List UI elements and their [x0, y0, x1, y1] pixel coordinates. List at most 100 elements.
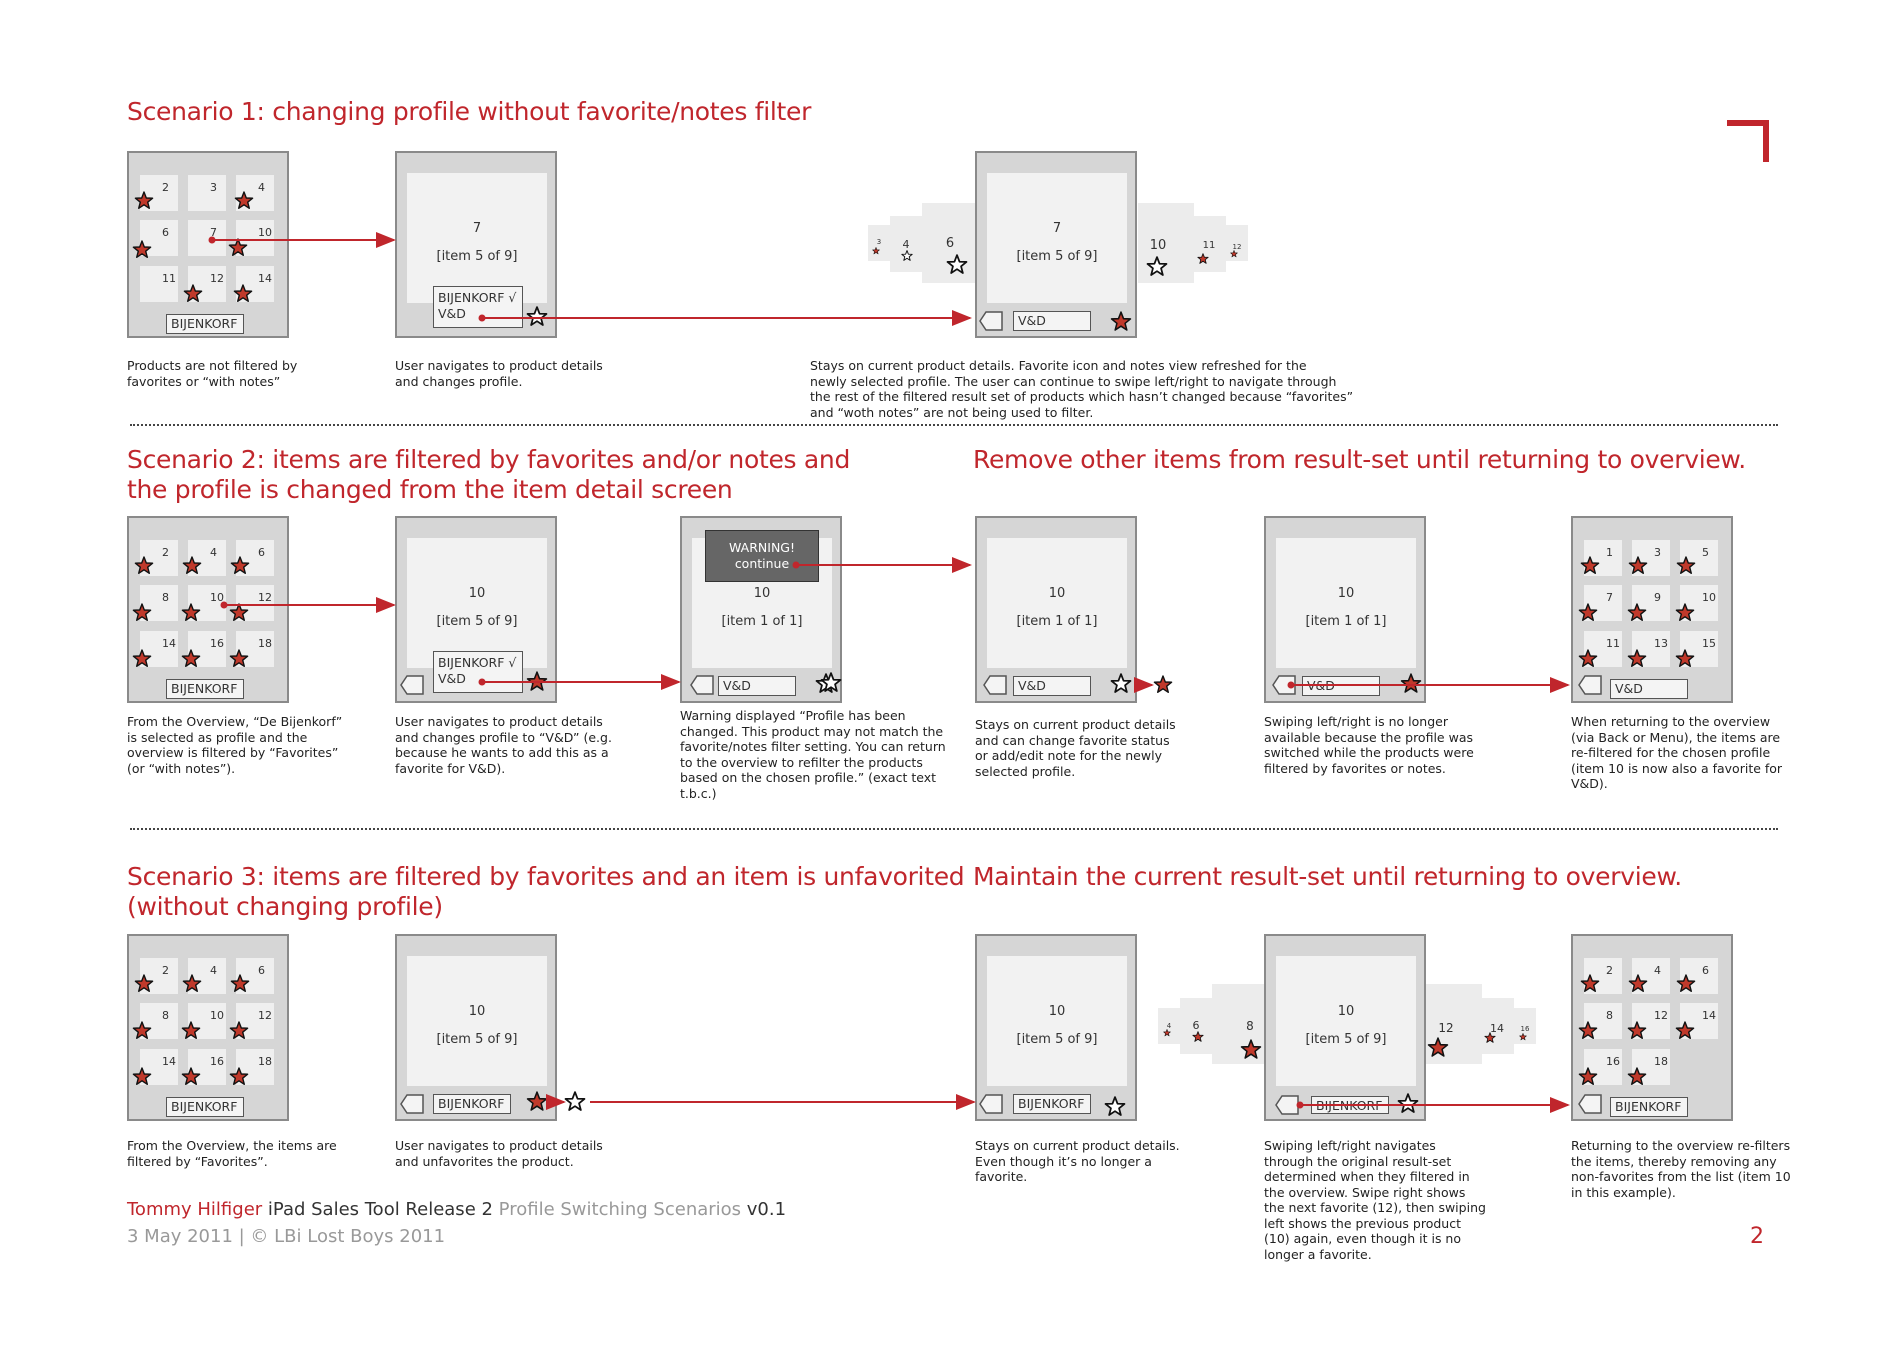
favorite-star-icon	[901, 250, 913, 261]
detail-screen: 10 [item 5 of 9] BIJENKORF	[975, 934, 1137, 1121]
favorite-star-icon[interactable]	[1153, 675, 1173, 693]
caption: Swiping left/right navigates through the…	[1264, 1138, 1486, 1262]
caption: Stays on current product details. Favori…	[810, 358, 1354, 420]
document-name: Profile Switching Scenarios	[498, 1199, 742, 1220]
favorite-star-icon	[1192, 1031, 1204, 1042]
overview-screen: 2 4 6 8 10 12 14 16 18 BIJENKORF	[127, 516, 289, 703]
caption: From the Overview, the items are filtere…	[127, 1138, 337, 1169]
overview-screen: 2 4 6 8 10 12 14 16 18 BIJENKORF	[127, 934, 289, 1121]
favorite-star-icon[interactable]	[526, 1091, 548, 1111]
caption: Products are not filtered by favorites o…	[127, 358, 298, 389]
caption: Stays on current product details and can…	[975, 717, 1176, 779]
scenario-3-subtitle: Maintain the current result-set until re…	[973, 862, 1682, 891]
favorite-star-icon	[1484, 1032, 1496, 1043]
detail-screen: 10 [item 1 of 1] WARNING! continue V&D	[680, 516, 842, 703]
back-icon[interactable]	[979, 1094, 1003, 1114]
profile-label[interactable]: BIJENKORF	[1610, 1097, 1688, 1117]
continue-button[interactable]: continue	[734, 556, 790, 571]
favorite-star-icon[interactable]	[132, 191, 254, 302]
favorite-star-icon[interactable]	[1578, 974, 1696, 1086]
back-icon[interactable]	[400, 1094, 424, 1114]
caption: User navigates to product details and un…	[395, 1138, 603, 1169]
favorite-star-icon	[1230, 250, 1238, 258]
favorite-star-icon[interactable]	[526, 306, 548, 326]
caption: When returning to the overview (via Back…	[1571, 714, 1783, 791]
detail-screen: 7 [item 5 of 9] BIJENKORF √ V&D	[395, 151, 557, 338]
profile-label[interactable]: V&D	[718, 676, 796, 696]
favorite-star-icon[interactable]	[1104, 1096, 1126, 1116]
scenario-3-title-line1: Scenario 3: items are filtered by favori…	[127, 862, 965, 891]
favorite-star-icon	[1519, 1033, 1527, 1041]
divider	[130, 424, 1778, 426]
profile-label[interactable]: BIJENKORF	[433, 1094, 511, 1114]
back-icon[interactable]	[400, 675, 424, 695]
back-icon[interactable]	[1274, 1095, 1300, 1115]
caption: Stays on current product details. Even t…	[975, 1138, 1180, 1184]
scenario-3-title-line2: (without changing profile)	[127, 892, 443, 921]
flow-arrow	[208, 232, 1570, 1113]
scenario-2-subtitle: Remove other items from result-set until…	[973, 445, 1746, 474]
brand-name: Tommy Hilfiger	[127, 1199, 263, 1220]
warning-title: WARNING!	[729, 540, 795, 555]
warning-dialog[interactable]: WARNING! continue	[705, 530, 819, 582]
back-icon[interactable]	[1578, 675, 1602, 695]
corner-mark	[1727, 120, 1769, 162]
detail-screen: 10 [item 5 of 9] BIJENKORF	[1264, 934, 1426, 1121]
favorite-star-icon	[1197, 253, 1209, 264]
favorite-star-icon	[1240, 1039, 1262, 1059]
favorite-star-icon[interactable]	[1110, 673, 1132, 693]
profile-label[interactable]: V&D	[1013, 676, 1091, 696]
page-number: 2	[1750, 1224, 1764, 1249]
footer-title: Tommy Hilfiger iPad Sales Tool Release 2…	[127, 1199, 786, 1220]
profile-switcher[interactable]: BIJENKORF √ V&D	[433, 286, 523, 328]
caption: Swiping left/right is no longer availabl…	[1264, 714, 1474, 776]
profile-label[interactable]: V&D	[1610, 679, 1688, 699]
caption: User navigates to product details and ch…	[395, 358, 603, 389]
product-name: iPad Sales Tool Release 2	[262, 1199, 499, 1220]
scenario-2-title-line2: the profile is changed from the item det…	[127, 475, 733, 504]
favorite-star-icon	[1146, 256, 1168, 276]
profile-option[interactable]: V&D	[438, 671, 466, 686]
back-icon[interactable]	[690, 675, 714, 695]
footer-date: 3 May 2011 | © LBi Lost Boys 2011	[127, 1226, 446, 1247]
caption: User navigates to product details and ch…	[395, 714, 612, 776]
favorite-star-icon[interactable]	[1110, 311, 1132, 331]
overview-screen: 2 4 6 8 12 14 16 18 BIJENKORF	[1571, 934, 1733, 1121]
detail-screen: 10 [item 1 of 1] V&D	[975, 516, 1137, 703]
caption: Returning to the overview re-filters the…	[1571, 1138, 1791, 1200]
caption: Warning displayed “Profile has been chan…	[680, 708, 946, 801]
back-icon[interactable]	[979, 311, 1003, 331]
favorite-star-icon[interactable]	[1578, 556, 1696, 667]
profile-option[interactable]: BIJENKORF √	[438, 290, 517, 305]
detail-screen: 10 [item 5 of 9] BIJENKORF	[395, 934, 557, 1121]
profile-label[interactable]: BIJENKORF	[166, 679, 244, 699]
detail-screen: 10 [item 5 of 9] BIJENKORF √ V&D	[395, 516, 557, 703]
version: v0.1	[741, 1199, 787, 1220]
scenario-2-title-line1: Scenario 2: items are filtered by favori…	[127, 445, 851, 474]
overview-screen: 1 3 5 7 9 10 11 13 15 V&D	[1571, 516, 1733, 703]
profile-label[interactable]: V&D	[1013, 311, 1091, 331]
back-icon[interactable]	[1578, 1094, 1602, 1114]
favorite-star-icon[interactable]	[1397, 1093, 1419, 1113]
overview-screen: 2 3 4 6 7 10 11 12 14 BIJENKORF	[127, 151, 289, 338]
favorite-star-icon[interactable]	[132, 974, 250, 1086]
favorite-star-icon	[946, 254, 968, 274]
detail-screen: 10 [item 1 of 1] V&D	[1264, 516, 1426, 703]
favorite-star-icon[interactable]	[132, 556, 250, 667]
profile-label[interactable]: BIJENKORF	[166, 314, 244, 334]
back-icon[interactable]	[983, 675, 1007, 695]
caption: From the Overview, “De Bijenkorf” is sel…	[127, 714, 343, 776]
divider	[130, 828, 1778, 830]
profile-label[interactable]: BIJENKORF	[166, 1097, 244, 1117]
unfavorite-star-icon[interactable]	[564, 1091, 586, 1111]
profile-label[interactable]: BIJENKORF	[1013, 1094, 1091, 1114]
scenario-1-title: Scenario 1: changing profile without fav…	[127, 97, 812, 126]
favorite-star-icon[interactable]	[1400, 673, 1422, 693]
detail-screen: 7 [item 5 of 9] V&D	[975, 151, 1137, 338]
favorite-star-icon	[1163, 1029, 1171, 1037]
profile-switcher[interactable]: BIJENKORF √ V&D	[433, 651, 523, 693]
favorite-star-icon	[872, 247, 880, 255]
profile-option[interactable]: V&D	[438, 306, 466, 321]
profile-option[interactable]: BIJENKORF √	[438, 655, 517, 670]
